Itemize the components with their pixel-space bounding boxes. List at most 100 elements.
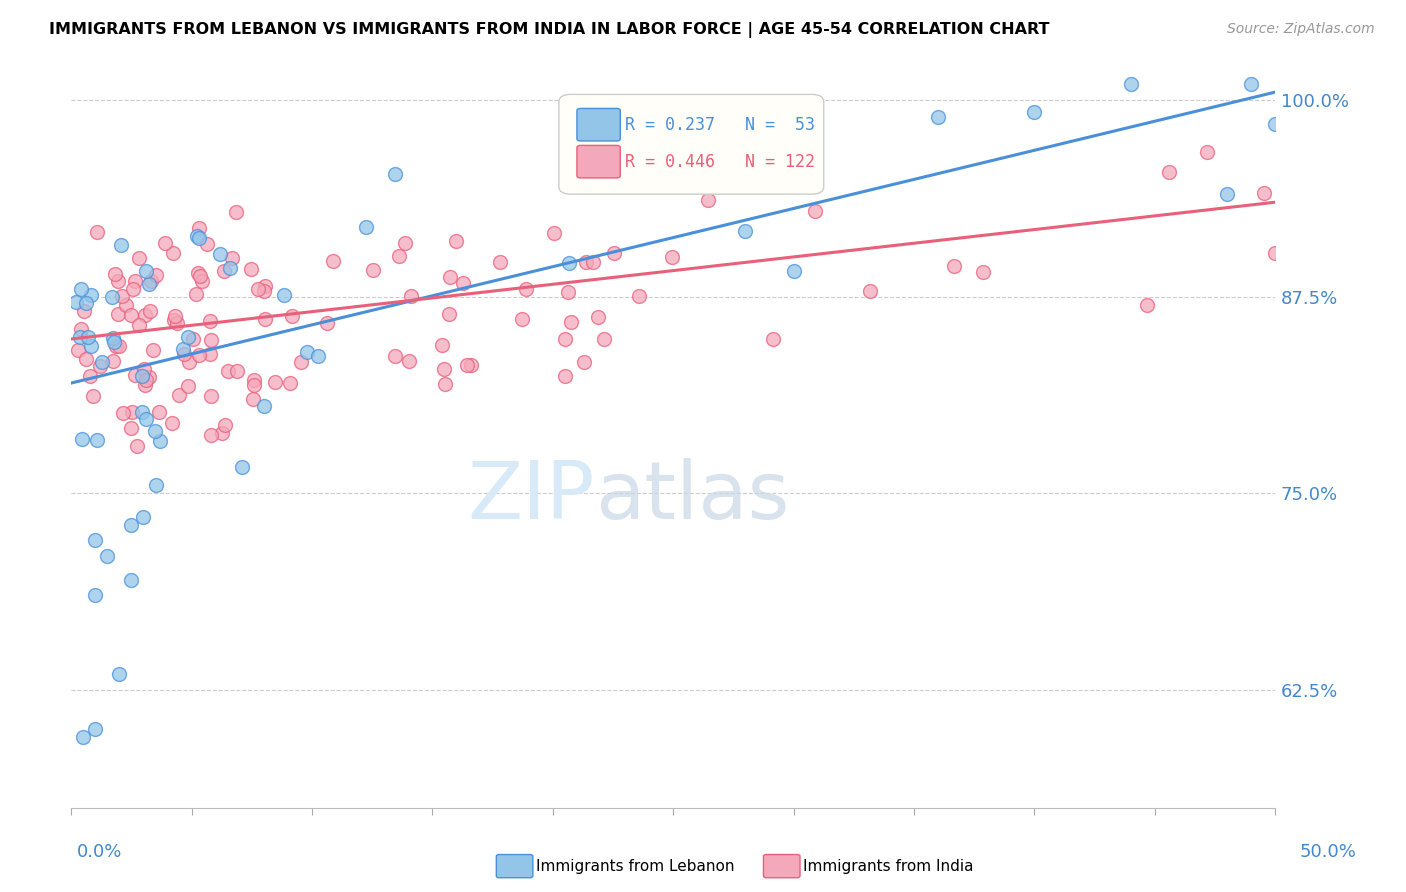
Point — [242, 392, 264, 406]
Point — [149, 434, 172, 448]
Point — [394, 236, 416, 251]
Point — [79, 288, 101, 302]
Point — [131, 405, 153, 419]
Point — [191, 274, 214, 288]
Point — [1024, 105, 1046, 120]
Point — [101, 354, 124, 368]
Text: ZIP: ZIP — [468, 458, 595, 536]
Point — [82, 389, 104, 403]
Point — [859, 285, 882, 299]
Text: Immigrants from India: Immigrants from India — [803, 859, 973, 873]
Point — [219, 261, 242, 276]
Point — [162, 246, 184, 260]
Point — [384, 167, 406, 181]
Point — [432, 362, 454, 376]
Point — [104, 339, 127, 353]
Point — [101, 331, 124, 345]
Point — [145, 478, 167, 492]
Point — [75, 352, 97, 367]
Point — [69, 321, 91, 335]
Point — [253, 312, 276, 326]
Point — [446, 234, 468, 248]
Point — [138, 277, 160, 292]
Text: 50.0%: 50.0% — [1301, 843, 1357, 861]
Point — [124, 274, 146, 288]
Point — [167, 388, 190, 402]
Point — [86, 225, 108, 239]
Point — [188, 268, 211, 283]
Point — [253, 278, 276, 293]
Point — [108, 339, 131, 353]
Point — [316, 316, 339, 330]
Point — [101, 290, 124, 304]
Point — [575, 255, 598, 269]
Point — [253, 399, 276, 413]
Point — [217, 364, 239, 378]
Point — [510, 312, 533, 326]
Point — [295, 345, 318, 359]
Point — [558, 256, 581, 270]
Point — [176, 330, 198, 344]
Point — [239, 261, 262, 276]
Point — [456, 358, 478, 372]
Point — [177, 355, 200, 369]
Point — [84, 588, 107, 602]
Point — [592, 332, 614, 346]
Point — [107, 274, 129, 288]
Text: Immigrants from Lebanon: Immigrants from Lebanon — [536, 859, 734, 873]
Point — [128, 318, 150, 333]
Point — [176, 378, 198, 392]
Point — [225, 204, 247, 219]
Point — [1253, 186, 1275, 200]
Point — [603, 245, 626, 260]
Point — [1264, 246, 1286, 260]
Point — [1159, 165, 1181, 179]
Point — [1136, 298, 1159, 312]
Point — [165, 310, 187, 324]
Point — [1240, 77, 1263, 91]
Point — [195, 237, 218, 252]
Point — [120, 573, 142, 587]
Point — [73, 304, 96, 318]
Point — [138, 370, 160, 384]
Point — [89, 359, 111, 374]
Point — [142, 343, 165, 357]
Point — [187, 266, 209, 280]
Point — [226, 364, 249, 378]
Point — [439, 269, 461, 284]
Point — [135, 373, 157, 387]
Text: R = 0.446   N = 122: R = 0.446 N = 122 — [626, 153, 815, 170]
Point — [110, 238, 132, 252]
FancyBboxPatch shape — [576, 145, 620, 178]
Point — [79, 369, 101, 384]
Point — [75, 295, 97, 310]
Point — [804, 204, 827, 219]
Point — [588, 310, 610, 324]
Point — [181, 332, 204, 346]
Point — [214, 418, 236, 433]
Point — [135, 264, 157, 278]
Point — [560, 315, 582, 329]
Point — [543, 227, 565, 241]
Point — [264, 375, 287, 389]
Point — [200, 389, 222, 403]
Point — [243, 373, 266, 387]
Point — [86, 433, 108, 447]
Point — [115, 297, 138, 311]
Point — [148, 404, 170, 418]
Point — [200, 428, 222, 442]
Point — [212, 264, 235, 278]
Point — [200, 347, 222, 361]
Point — [398, 354, 420, 368]
Point — [253, 284, 276, 298]
Point — [67, 343, 90, 357]
Point — [122, 281, 145, 295]
Point — [72, 730, 94, 744]
Point — [104, 267, 127, 281]
Point — [432, 338, 454, 352]
Point — [187, 348, 209, 362]
Point — [247, 282, 270, 296]
Point — [1216, 186, 1239, 201]
Point — [515, 282, 537, 296]
Point — [69, 330, 91, 344]
